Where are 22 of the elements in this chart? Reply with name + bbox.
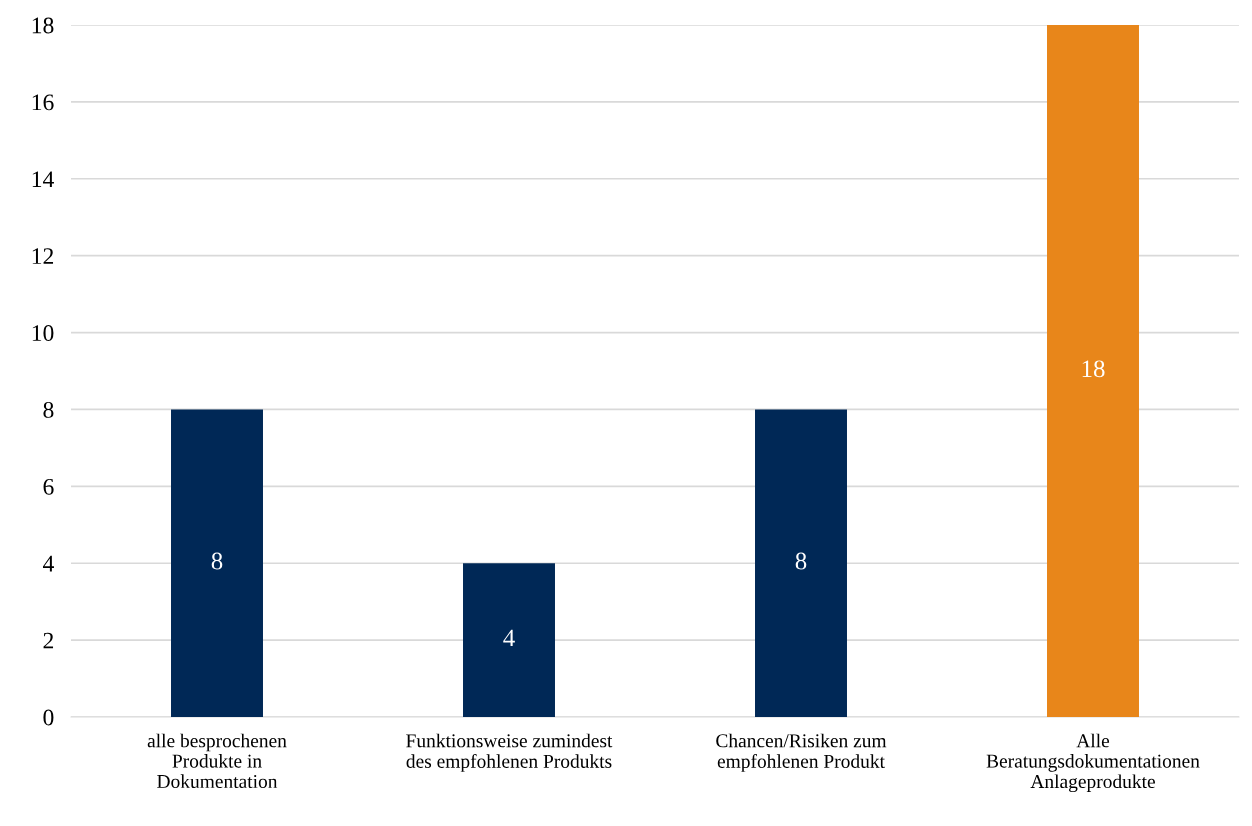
bar xyxy=(171,409,263,717)
x-tick-label: Alle Beratungsdokumentationen Anlageprodukte xyxy=(986,733,1200,793)
y-tick-label: 14 xyxy=(32,171,54,187)
y-tick-label: 12 xyxy=(32,248,54,264)
y-tick-label: 2 xyxy=(43,632,54,649)
y-tick-label: 10 xyxy=(32,325,54,341)
data-label: 18 xyxy=(1082,360,1105,378)
y-tick-label: 0 xyxy=(43,709,54,726)
y-tick-label: 4 xyxy=(42,555,54,572)
x-tick-label: Funktionsweise zumindest des empfohlenen Produkts xyxy=(406,733,613,772)
y-tick-label: 8 xyxy=(43,401,54,418)
data-label: 8 xyxy=(795,552,807,570)
y-tick-label: 6 xyxy=(43,478,54,495)
bar xyxy=(463,563,555,717)
bar xyxy=(755,409,847,717)
y-tick-label: 18 xyxy=(32,17,54,34)
data-label: 8 xyxy=(211,552,223,570)
data-label: 4 xyxy=(503,629,515,647)
y-tick-label: 16 xyxy=(32,94,54,111)
bar xyxy=(1047,25,1139,717)
x-tick-label: alle besprochenen Produkte in Dokumentation xyxy=(147,733,287,789)
x-tick-label: Chancen/Risiken zum empfohlenen Produkt xyxy=(716,733,887,772)
